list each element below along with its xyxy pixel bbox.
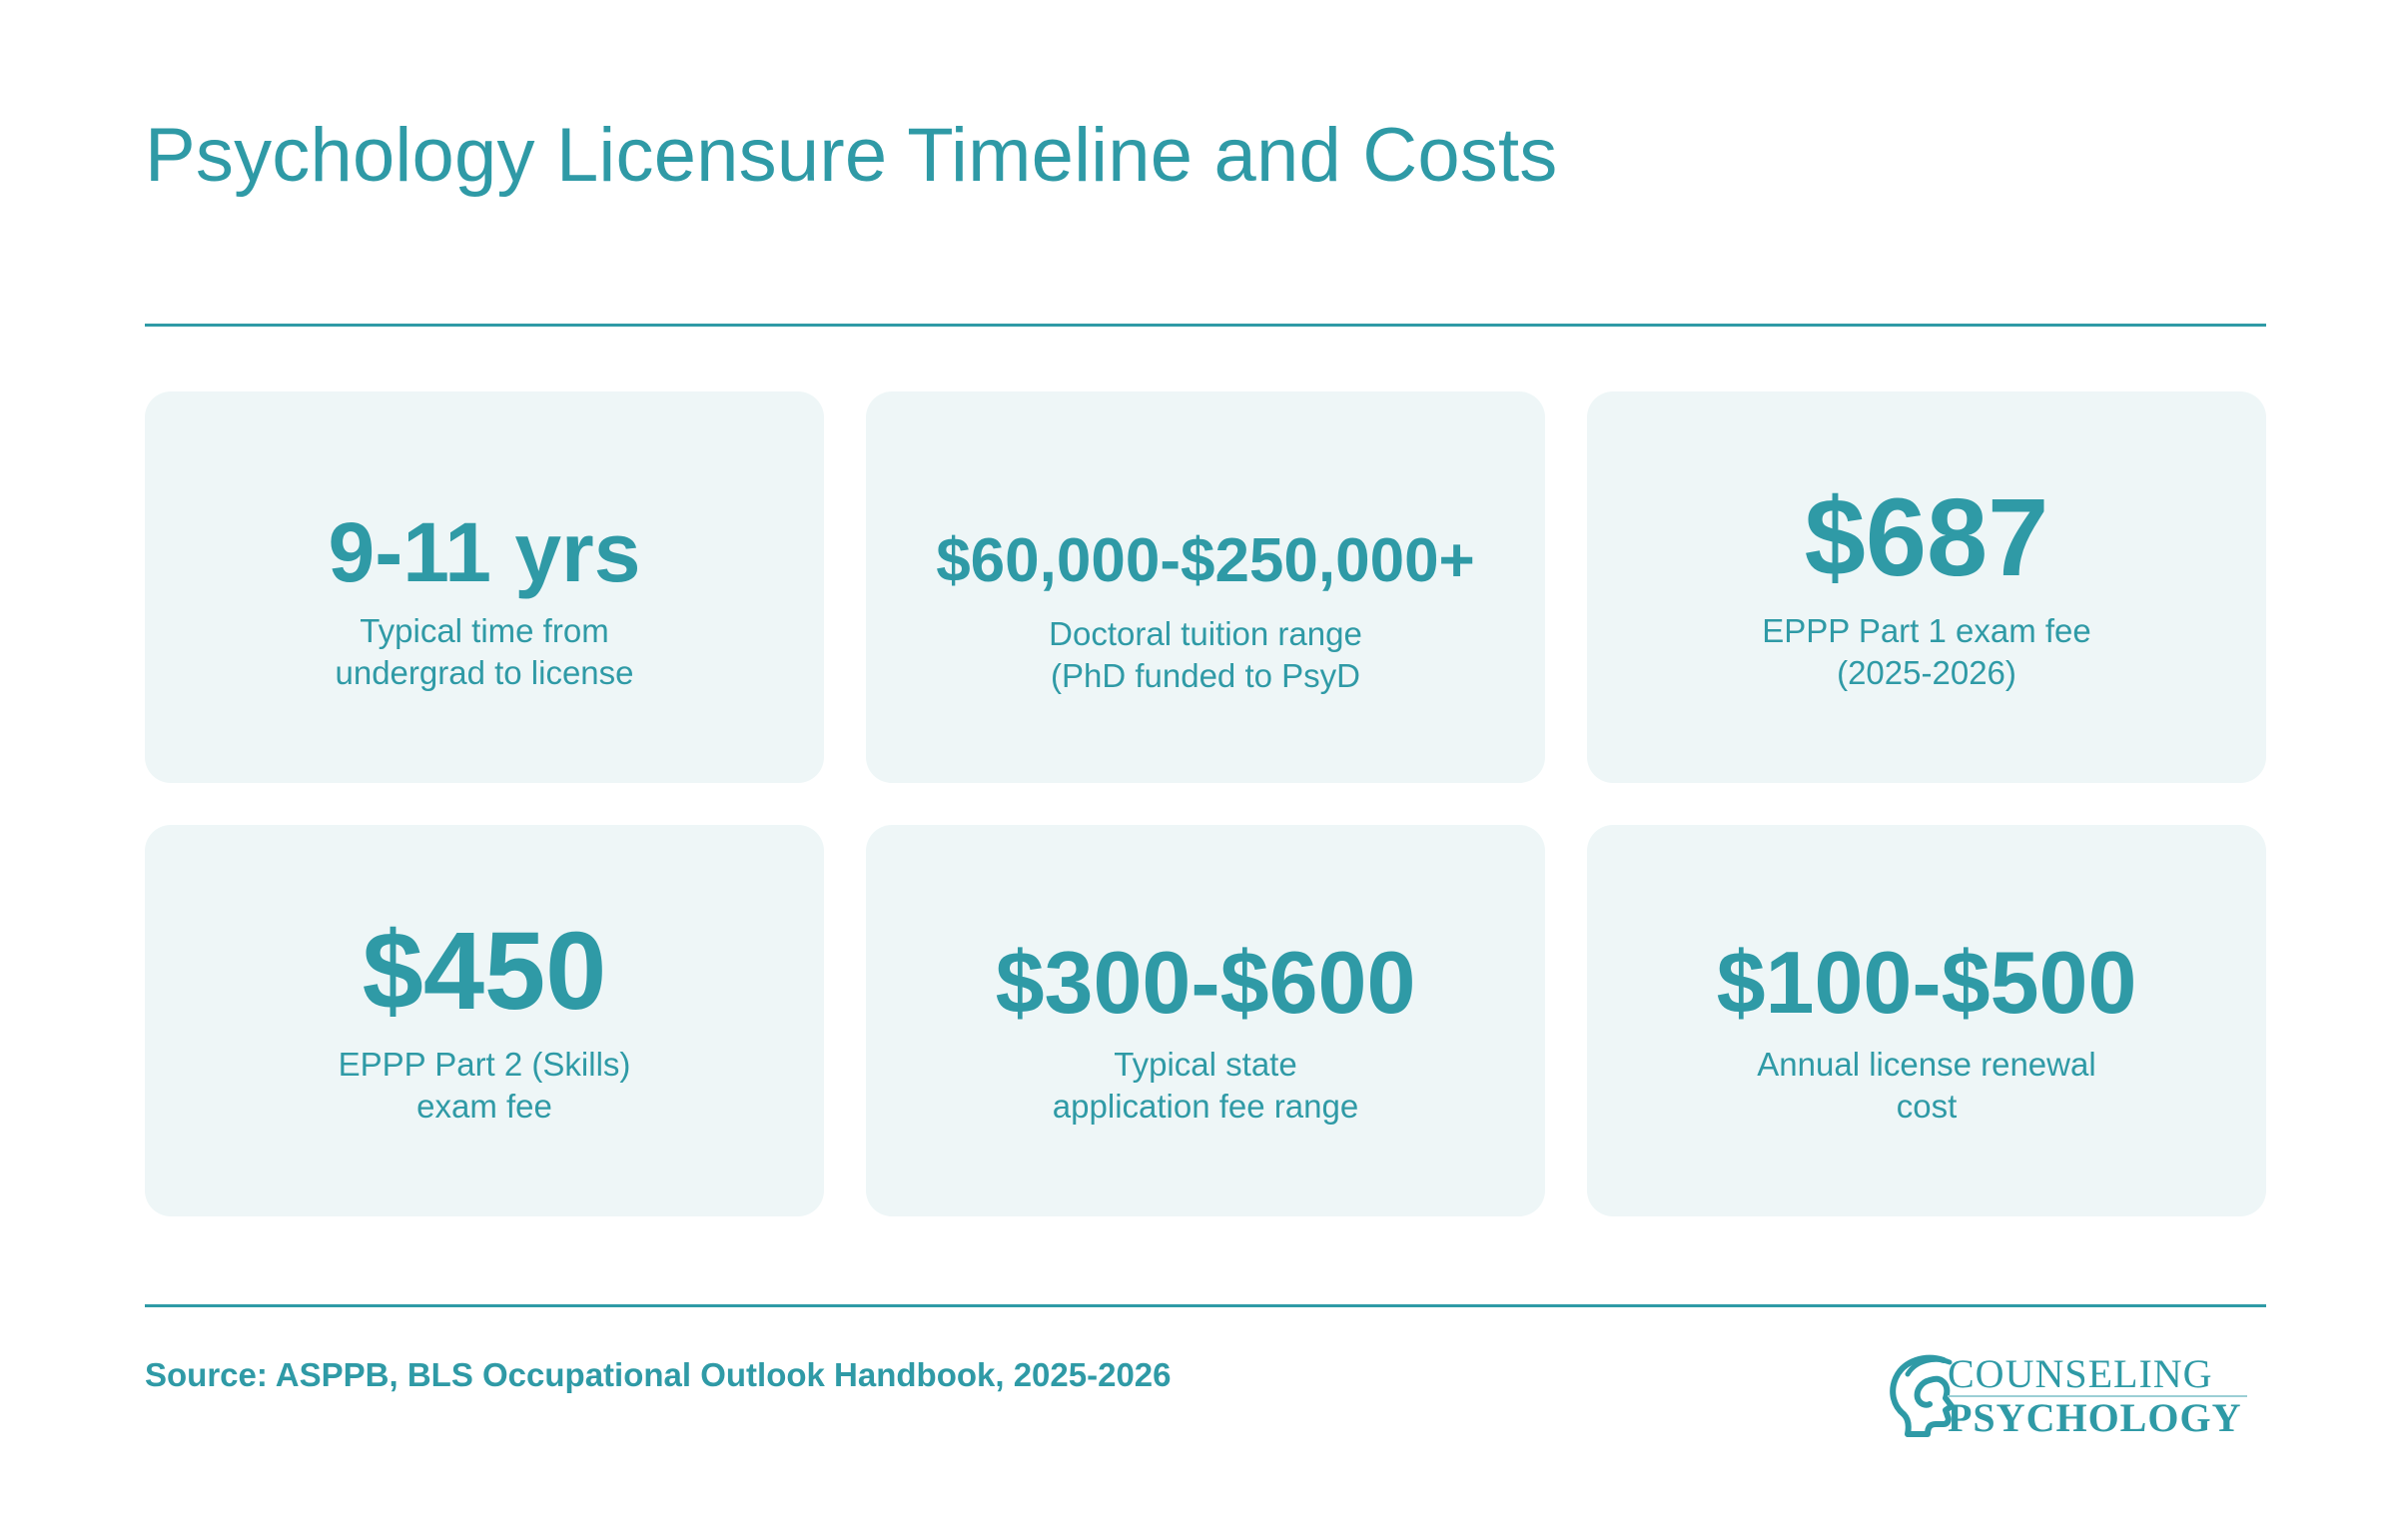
stat-value: $60,000-$250,000+ [936, 525, 1475, 595]
stat-label: Annual license renewal cost [1757, 1046, 2096, 1125]
counseling-psychology-logo: COUNSELING PSYCHOLOGY [1886, 1350, 2255, 1440]
stat-label: EPPP Part 2 (Skills) exam fee [338, 1046, 631, 1125]
stat-card-eppp-part1: $687 EPPP Part 1 exam fee (2025-2026) [1587, 391, 2266, 783]
stat-card-application-fee: $300-$600 Typical state application fee … [866, 825, 1545, 1216]
stat-card-renewal: $100-$500 Annual license renewal cost [1587, 825, 2266, 1216]
page-title: Psychology Licensure Timeline and Costs [145, 113, 1558, 198]
logo-separator [1948, 1395, 2247, 1397]
stat-value: $300-$600 [995, 933, 1416, 1033]
top-divider [145, 324, 2266, 327]
stat-value: $687 [1804, 476, 2049, 599]
stat-value: $100-$500 [1716, 933, 2137, 1033]
stat-label: Typical state application fee range [1052, 1046, 1359, 1125]
stat-value: 9-11 yrs [328, 504, 641, 599]
stats-grid: 9-11 yrs Typical time from undergrad to … [145, 391, 2266, 1216]
logo-text-line1: COUNSELING [1948, 1351, 2213, 1396]
source-note: Source: ASPPB, BLS Occupational Outlook … [145, 1356, 1172, 1393]
stat-card-eppp-part2: $450 EPPP Part 2 (Skills) exam fee [145, 825, 824, 1216]
logo-text-line2: PSYCHOLOGY [1948, 1395, 2242, 1440]
stat-label: Doctoral tuition range (PhD funded to Ps… [1049, 615, 1362, 694]
stat-card-tuition: $60,000-$250,000+ Doctoral tuition range… [866, 391, 1545, 783]
stat-label: EPPP Part 1 exam fee (2025-2026) [1762, 612, 2091, 691]
head-profile-icon [1890, 1354, 1955, 1437]
stat-label: Typical time from undergrad to license [335, 612, 634, 691]
stat-value: $450 [362, 910, 607, 1033]
stat-card-timeline: 9-11 yrs Typical time from undergrad to … [145, 391, 824, 783]
bottom-divider [145, 1304, 2266, 1307]
